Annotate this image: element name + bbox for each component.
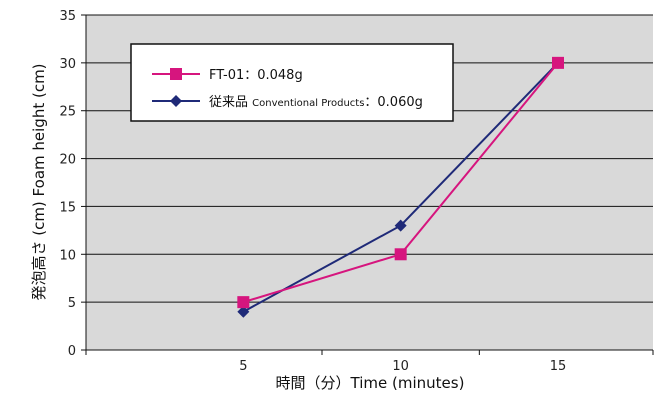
legend-label: FT-01：0.048g bbox=[209, 68, 303, 83]
legend-marker bbox=[170, 68, 182, 80]
y-tick-labels: 0 5 10 15 20 25 30 35 bbox=[59, 9, 76, 359]
x-tick-label: 10 bbox=[392, 359, 409, 374]
series-lines bbox=[237, 56, 564, 318]
y-tick-label: 15 bbox=[59, 200, 76, 215]
x-axis-title: 時間（分）Time (minutes) bbox=[276, 374, 465, 392]
y-tick-label: 25 bbox=[59, 105, 76, 120]
legend-item-conventional: 従来品 Conventional Products：0.060g bbox=[152, 95, 423, 110]
axes bbox=[81, 14, 654, 355]
legend-item-ft-01: FT-01：0.048g bbox=[152, 68, 303, 83]
x-tick-label: 5 bbox=[239, 359, 247, 374]
data-point bbox=[394, 219, 407, 232]
data-point bbox=[237, 305, 250, 318]
legend-marker bbox=[170, 95, 182, 107]
y-tick-label: 30 bbox=[59, 57, 76, 72]
y-tick-label: 5 bbox=[68, 296, 76, 311]
data-point bbox=[552, 56, 564, 69]
y-tick-label: 10 bbox=[59, 248, 76, 263]
legend-label: 従来品 Conventional Products：0.060g bbox=[209, 95, 423, 110]
x-tick-label: 15 bbox=[550, 359, 567, 374]
y-tick-label: 35 bbox=[59, 9, 76, 24]
data-point bbox=[237, 296, 250, 309]
x-tick-labels: 5 10 15 bbox=[239, 359, 566, 374]
y-axis-title: 発泡高さ (cm) Foam height (cm) bbox=[30, 63, 48, 300]
legend-box bbox=[130, 43, 454, 122]
y-tick-label: 20 bbox=[59, 153, 76, 168]
legend-label-part: Conventional Products bbox=[252, 98, 364, 109]
legend-label-part: ：0.060g bbox=[364, 95, 422, 110]
data-point bbox=[394, 248, 407, 261]
series-ft-01 bbox=[237, 56, 564, 309]
legend-label-part: 従来品 bbox=[209, 95, 252, 110]
legend: FT-01：0.048g 従来品 Conventional Products：0.… bbox=[130, 43, 454, 122]
y-tick-label: 0 bbox=[68, 344, 76, 359]
legend-label-part: FT-01：0.048g bbox=[209, 68, 303, 83]
